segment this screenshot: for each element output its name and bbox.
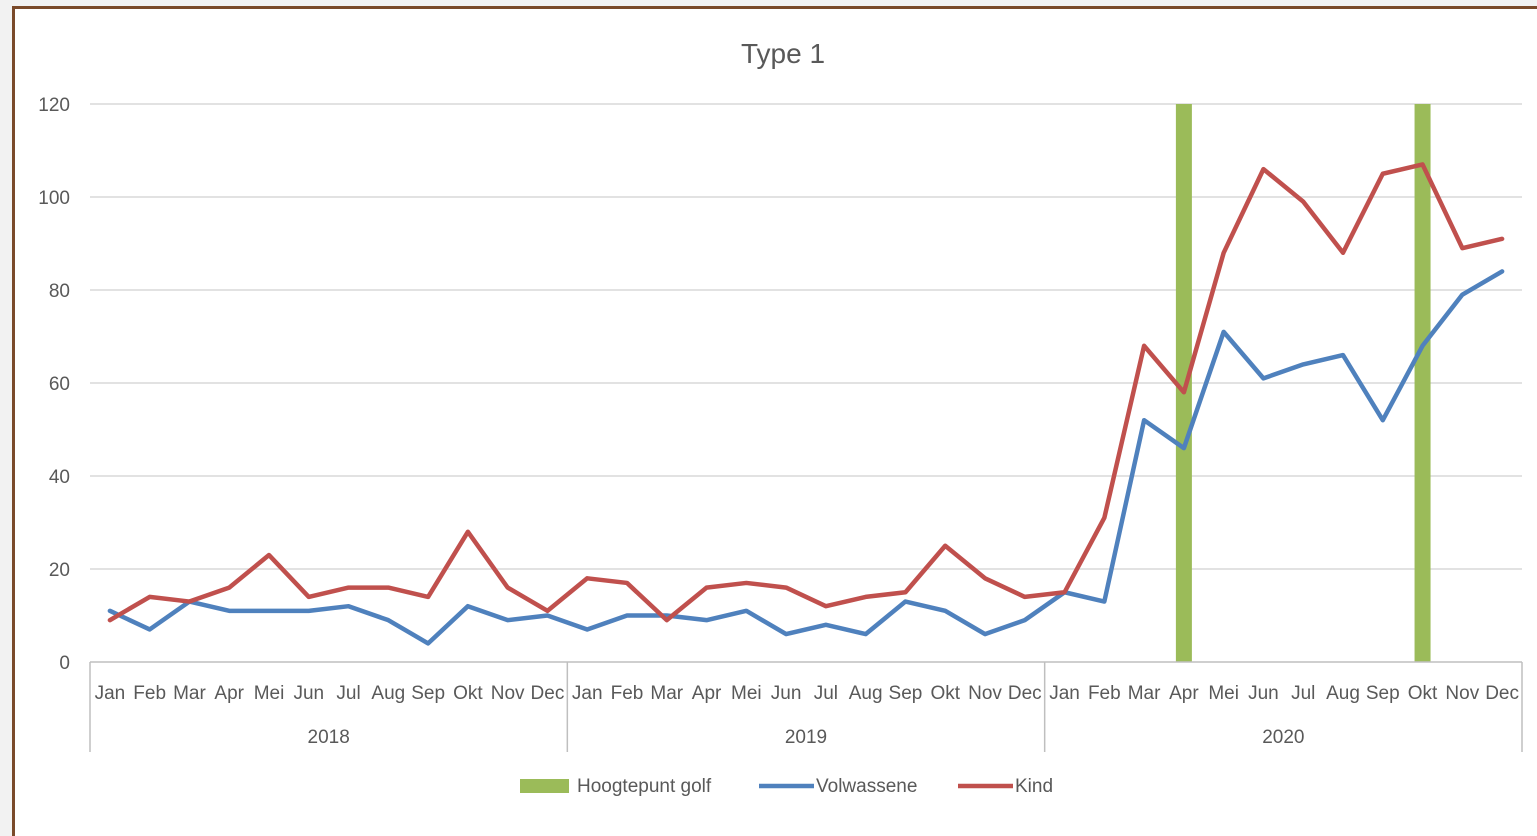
x-tick-label: Jun	[1248, 683, 1279, 704]
x-tick-label: Dec	[531, 683, 565, 704]
x-tick-label: Sep	[411, 683, 445, 704]
legend-label: Volwassene	[816, 776, 917, 797]
x-tick-label: Jan	[572, 683, 603, 704]
x-tick-label: Apr	[692, 683, 722, 704]
line-layer	[107, 162, 1505, 646]
x-tick-label: Jan	[95, 683, 126, 704]
y-tick-label: 20	[49, 560, 70, 581]
x-tick-label: Jun	[293, 683, 324, 704]
series-line-kind	[107, 162, 1505, 623]
x-tick-label: Jul	[336, 683, 360, 704]
x-tick-label: Okt	[930, 683, 960, 704]
x-tick-label: Apr	[214, 683, 244, 704]
y-tick-label: 0	[59, 653, 70, 674]
x-tick-label: Mei	[731, 683, 762, 704]
year-label: 2019	[785, 727, 827, 748]
x-tick-label: Dec	[1485, 683, 1519, 704]
x-tick-label: Okt	[1408, 683, 1438, 704]
highlight-bar	[1175, 104, 1192, 662]
year-label: 2020	[1262, 727, 1304, 748]
x-tick-label: Dec	[1008, 683, 1042, 704]
x-tick-label: Feb	[611, 683, 644, 704]
x-tick-label: Nov	[968, 683, 1002, 704]
x-tick-label: Jan	[1049, 683, 1080, 704]
x-tick-label: Jul	[814, 683, 838, 704]
legend: Hoogtepunt golf Volwassene Kind	[520, 776, 1053, 797]
x-tick-label: Nov	[1445, 683, 1479, 704]
x-tick-label: Feb	[133, 683, 166, 704]
chart-title: Type 1	[741, 38, 825, 69]
axis-layer: 0 20 40 60 80 100 120 Jan Feb Mar Apr Mei Jun Jul Aug S…	[38, 95, 1523, 752]
x-tick-label: Sep	[1366, 683, 1400, 704]
legend-label: Kind	[1015, 776, 1053, 797]
x-tick-label: Feb	[1088, 683, 1121, 704]
x-tick-label: Mar	[173, 683, 206, 704]
series-line-volwassene	[107, 269, 1505, 646]
x-tick-label: Apr	[1169, 683, 1199, 704]
y-tick-label: 120	[38, 95, 70, 116]
x-tick-label: Mei	[254, 683, 285, 704]
y-tick-label: 100	[38, 188, 70, 209]
x-tick-label: Aug	[1326, 683, 1360, 704]
x-tick-label: Jul	[1291, 683, 1315, 704]
highlight-bar	[1414, 104, 1431, 662]
chart-frame	[12, 6, 1537, 836]
x-tick-label: Mar	[650, 683, 683, 704]
legend-swatch	[520, 779, 569, 793]
grid-layer	[90, 103, 1522, 570]
x-tick-label: Aug	[849, 683, 883, 704]
year-label: 2018	[308, 727, 350, 748]
y-tick-label: 60	[49, 374, 70, 395]
x-tick-label: Jun	[771, 683, 802, 704]
x-tick-label: Sep	[889, 683, 923, 704]
bar-layer	[1175, 104, 1431, 662]
y-tick-label: 80	[49, 281, 70, 302]
legend-label: Hoogtepunt golf	[577, 776, 712, 797]
x-tick-label: Mei	[1208, 683, 1239, 704]
x-tick-label: Mar	[1128, 683, 1161, 704]
x-tick-label: Okt	[453, 683, 483, 704]
x-tick-label: Nov	[491, 683, 525, 704]
x-tick-label: Aug	[371, 683, 405, 704]
y-tick-label: 40	[49, 467, 70, 488]
